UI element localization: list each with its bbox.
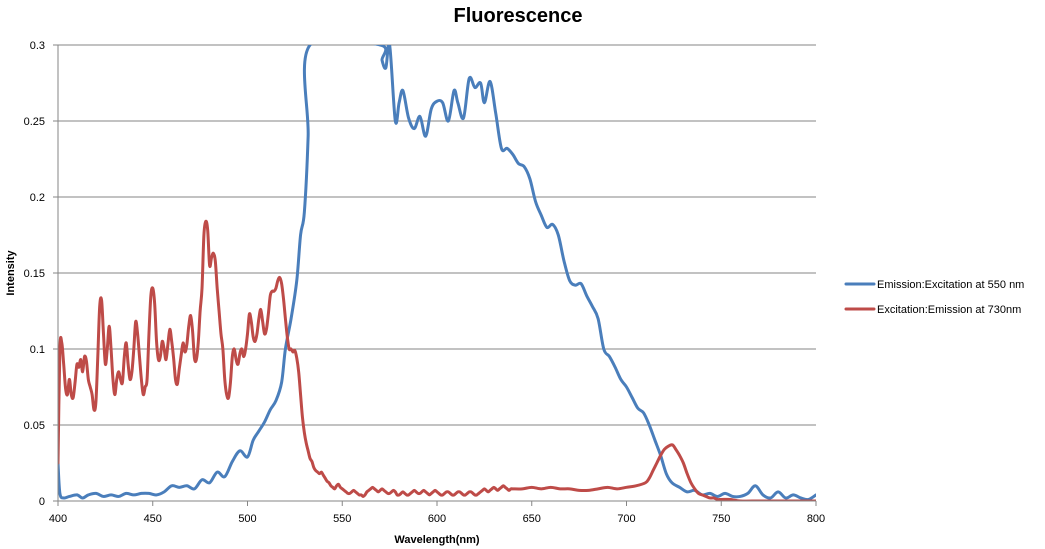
legend-label: Excitation:Emission at 730nm — [877, 304, 1021, 316]
y-tick-label: 0.1 — [30, 344, 45, 356]
x-tick-label: 400 — [49, 513, 67, 525]
y-tick-label: 0.15 — [24, 268, 45, 280]
y-tick-label: 0.05 — [24, 420, 45, 432]
legend: Emission:Excitation at 550 nm Excitation:… — [844, 279, 1024, 316]
y-tick-label: 0.3 — [30, 40, 45, 52]
x-tick-label: 700 — [617, 513, 635, 525]
y-axis-title: Intensity — [5, 250, 17, 296]
y-tick-label: 0.25 — [24, 116, 45, 128]
x-tick-label: 750 — [712, 513, 730, 525]
x-tick-label: 800 — [807, 513, 825, 525]
x-tick-label: 450 — [144, 513, 162, 525]
x-tick-label: 500 — [238, 513, 256, 525]
x-tick-label: 650 — [523, 513, 541, 525]
x-axis-title: Wavelength(nm) — [394, 534, 479, 546]
series-line-2 — [58, 219, 816, 501]
x-tick-label: 550 — [333, 513, 351, 525]
series-line-1 — [58, 45, 816, 501]
x-tick-label: 600 — [428, 513, 446, 525]
legend-label: Emission:Excitation at 550 nm — [877, 279, 1024, 291]
series-lines — [58, 45, 816, 501]
y-tick-label: 0 — [39, 496, 45, 508]
y-tick-label: 0.2 — [30, 192, 45, 204]
chart-title: Fluorescence — [454, 5, 583, 27]
y-tick-labels: 0 0.05 0.1 0.15 0.2 0.25 0.3 — [24, 40, 58, 508]
x-tick-labels: 400 450 500 550 600 650 700 750 800 — [49, 501, 825, 525]
